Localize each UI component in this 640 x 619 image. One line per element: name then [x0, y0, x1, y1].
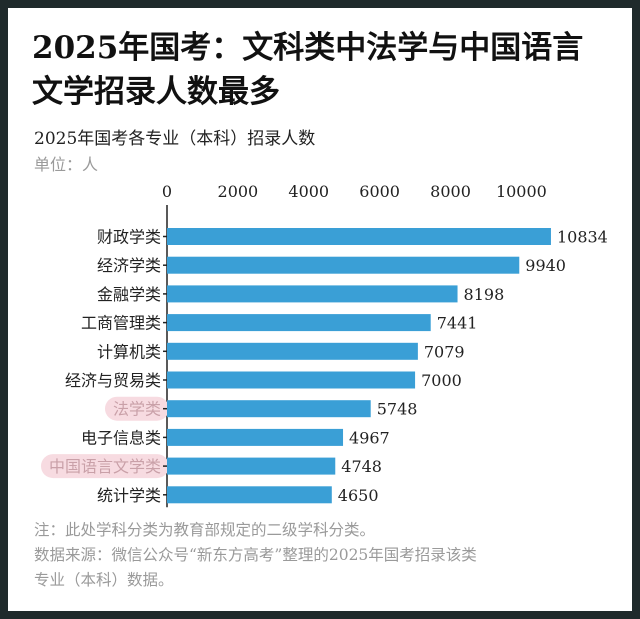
bar-2 — [167, 285, 458, 303]
category-label-8: 中国语言文学类 — [49, 457, 161, 476]
value-label-9: 4650 — [338, 486, 379, 505]
unit-label: 单位：人 — [34, 155, 99, 174]
category-label-4: 计算机类 — [97, 342, 161, 361]
value-label-5: 7000 — [421, 371, 462, 390]
x-tick-label-4: 8000 — [430, 182, 471, 201]
value-label-3: 7441 — [437, 314, 478, 333]
footnote-line-3: 专业（本科）数据。 — [34, 571, 174, 589]
value-label-6: 5748 — [377, 400, 418, 419]
value-label-4: 7079 — [424, 342, 465, 361]
value-label-2: 8198 — [464, 285, 505, 304]
category-label-5: 经济与贸易类 — [65, 371, 161, 390]
bar-1 — [167, 256, 520, 274]
footnote-line-2: 数据来源：微信公众号“新东方高考”整理的2025年国考招录该类 — [34, 546, 477, 564]
bar-5 — [167, 371, 416, 389]
x-tick-label-0: 0 — [162, 182, 172, 201]
value-label-1: 9940 — [525, 256, 566, 275]
category-label-9: 统计学类 — [97, 486, 161, 505]
headline-line-2: 文学招录人数最多 — [32, 74, 280, 110]
footnote-line-1: 注：此处学科分类为教育部规定的二级学科分类。 — [34, 521, 376, 539]
bar-0 — [167, 228, 551, 245]
bar-9 — [167, 486, 332, 504]
bar-7 — [167, 428, 344, 446]
footnote: 注：此处学科分类为教育部规定的二级学科分类。 数据来源：微信公众号“新东方高考”… — [34, 518, 624, 593]
chart-subtitle: 2025年国考各专业（本科）招录人数 — [34, 129, 316, 149]
value-label-0: 10834 — [557, 228, 608, 247]
bar-chart: 0 2000 4000 6000 8000 10000 财政学类 10834 经济学类 9940 金… — [40, 182, 608, 508]
value-label-7: 4967 — [349, 428, 390, 447]
x-tick-label-3: 6000 — [359, 182, 400, 201]
highlight-pill-8 — [40, 454, 169, 479]
category-label-6: 法学类 — [113, 400, 161, 419]
highlight-pill-6 — [104, 396, 169, 421]
category-label-0: 财政学类 — [97, 228, 161, 247]
category-label-7: 电子信息类 — [81, 428, 161, 447]
category-label-3: 工商管理类 — [81, 314, 161, 333]
category-label-2: 金融学类 — [97, 285, 161, 304]
value-label-8: 4748 — [341, 457, 382, 476]
bar-6 — [167, 400, 371, 418]
x-tick-label-5: 10000 — [496, 182, 547, 201]
x-tick-label-1: 2000 — [218, 182, 259, 201]
bar-8 — [167, 457, 336, 475]
headline-line-1: 2025年国考：文科类中法学与中国语言 — [32, 30, 584, 66]
category-label-1: 经济学类 — [97, 256, 161, 275]
bar-3 — [167, 314, 431, 332]
x-tick-label-2: 4000 — [288, 182, 329, 201]
bar-4 — [167, 342, 418, 360]
chart-headline: 2025年国考：文科类中法学与中国语言 文学招录人数最多 — [32, 26, 612, 114]
chart-card: 2025年国考：文科类中法学与中国语言 文学招录人数最多 2025年国考各专业（… — [8, 8, 632, 611]
